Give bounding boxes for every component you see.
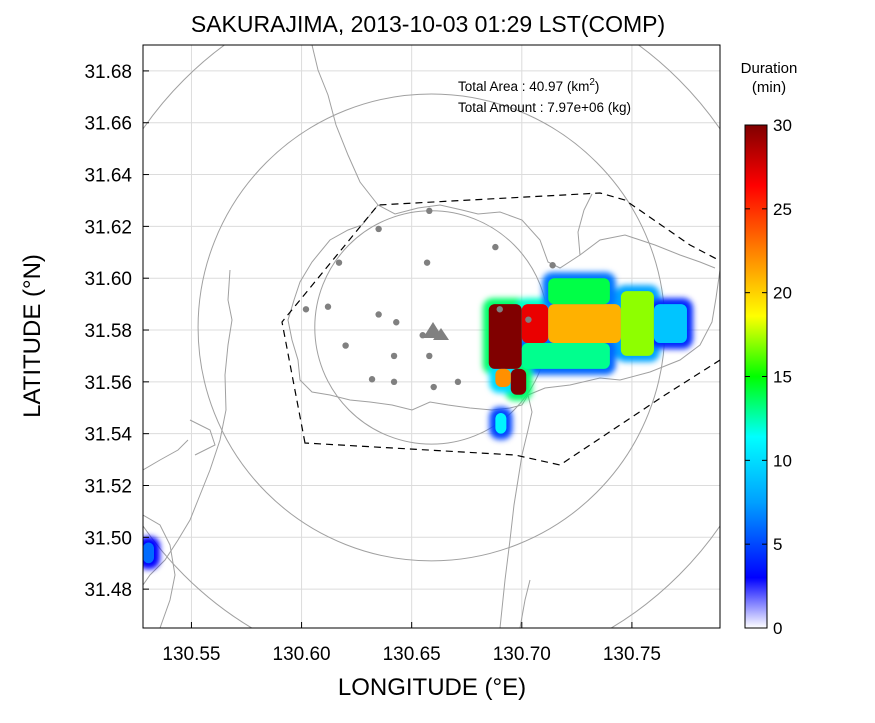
total-area-label: Total Area : 40.97 (km [458, 79, 589, 94]
colorbar-tick-label: 10 [773, 451, 792, 470]
station-dot [549, 262, 556, 269]
plume-cell [548, 278, 610, 305]
station-dot [390, 352, 398, 360]
station-dot [302, 306, 310, 313]
y-tick-label: 31.60 [84, 269, 132, 290]
colorbar-ticks: 0 5 10 15 20 25 30 [745, 116, 792, 638]
x-tick-label: 130.60 [273, 644, 331, 665]
x-axis-label: LONGITUDE (°E) [338, 674, 526, 701]
plume-cell [653, 304, 687, 343]
vent-triangle-marker-2 [433, 328, 449, 340]
colorbar-tick-label: 30 [773, 116, 792, 135]
station-dot [393, 319, 400, 326]
plume-cell [143, 542, 155, 564]
plume-cell [510, 368, 527, 395]
x-tick-label: 130.70 [493, 644, 551, 665]
svg-text:Total Area : 40.97 (km2): Total Area : 40.97 (km2) [458, 77, 599, 94]
plume-cell [495, 368, 511, 388]
total-amount-label: Total Amount : 7.97e+06 (kg) [458, 100, 631, 115]
y-tick-label: 31.62 [84, 217, 132, 238]
station-dot [454, 378, 462, 386]
colorbar-tick-label: 15 [773, 368, 792, 387]
y-tick-label: 31.68 [84, 62, 132, 83]
colorbar-title-line2: (min) [752, 79, 786, 96]
plume-core [143, 278, 687, 564]
plot-frame [142, 44, 721, 629]
y-axis-ticks: 31.48 31.50 31.52 31.54 31.56 31.58 31.60 31.62… [84, 62, 149, 601]
plume-cell [495, 412, 507, 434]
station-dot [430, 383, 437, 391]
colorbar: Duration (min) 0 5 10 15 20 25 30 [741, 60, 798, 638]
plume-cell [488, 304, 522, 369]
colorbar-tick-label: 0 [773, 619, 782, 638]
total-area-close: ) [595, 79, 600, 94]
colorbar-title-line1: Duration [741, 60, 798, 77]
coastline-map [143, 45, 720, 628]
y-tick-label: 31.66 [84, 114, 132, 135]
chart-title: SAKURAJIMA, 2013-10-03 01:29 LST(COMP) [191, 11, 665, 37]
station-dot [335, 259, 343, 266]
station-dot [342, 342, 349, 349]
station-dot [390, 378, 398, 386]
total-area-superscript: 2 [589, 77, 595, 88]
x-tick-label: 130.55 [162, 644, 220, 665]
station-dot [368, 376, 376, 383]
station-markers [302, 207, 556, 391]
station-dot [426, 352, 433, 360]
plot-area [143, 45, 720, 628]
y-tick-label: 31.50 [84, 528, 132, 549]
ash-plume-heatmap [143, 272, 693, 570]
station-dot [324, 303, 332, 310]
station-dot [375, 311, 382, 318]
y-tick-label: 31.58 [84, 321, 132, 342]
station-dot [375, 225, 382, 233]
x-tick-label: 130.75 [603, 644, 661, 665]
plume-cell [521, 342, 610, 369]
y-axis-label: LATITUDE (°N) [19, 254, 46, 418]
observation-boundary [281, 192, 720, 466]
y-tick-label: 31.56 [84, 373, 132, 394]
station-dot [525, 316, 532, 323]
x-axis-ticks: 130.55 130.60 130.65 130.70 130.75 [162, 622, 661, 665]
station-dot [426, 207, 433, 215]
colorbar-tick-label: 20 [773, 284, 792, 303]
x-tick-label: 130.65 [383, 644, 441, 665]
station-dot [492, 243, 499, 251]
colorbar-tick-label: 25 [773, 200, 792, 219]
station-dot [496, 306, 503, 313]
stats-annotation: Total Area : 40.97 (km2) Total Amount : … [458, 77, 631, 115]
y-tick-label: 31.64 [84, 166, 132, 187]
plume-cell [521, 304, 549, 343]
plume-cell [548, 304, 621, 343]
y-tick-label: 31.48 [84, 580, 132, 601]
y-tick-label: 31.54 [84, 425, 132, 446]
station-dot [423, 259, 431, 266]
y-tick-label: 31.52 [84, 476, 132, 497]
colorbar-tick-label: 5 [773, 535, 782, 554]
plume-cell [620, 291, 654, 356]
